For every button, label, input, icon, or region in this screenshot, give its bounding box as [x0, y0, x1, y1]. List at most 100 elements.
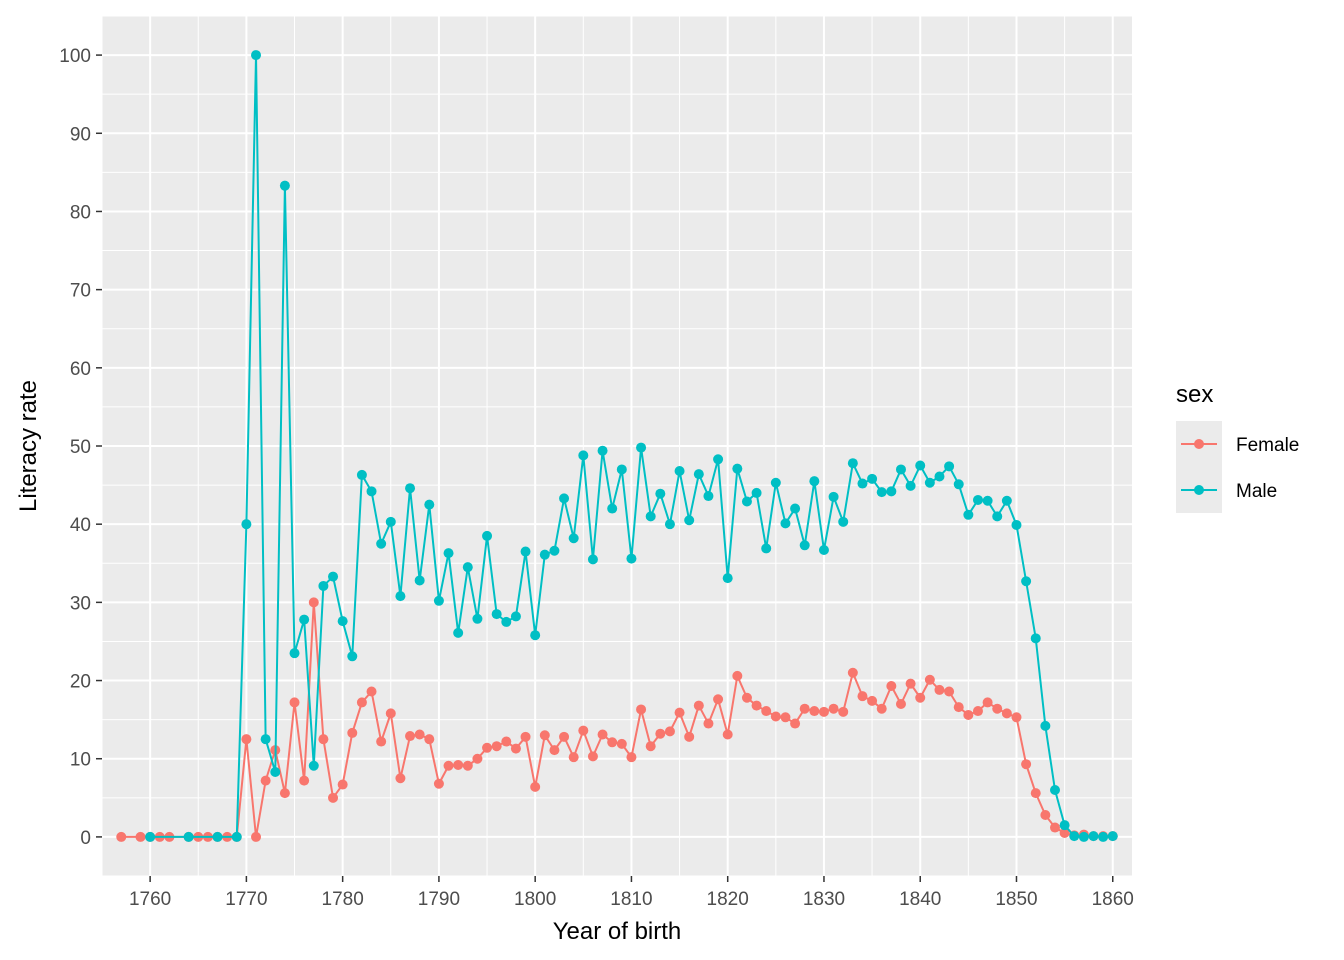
- y-tick-label: 10: [70, 750, 91, 771]
- female-point: [587, 751, 598, 762]
- male-point: [674, 466, 685, 477]
- x-axis: 1760 1770 1780 1790 1800 1810 1820 1830 1840 1850…: [129, 876, 1134, 910]
- female-point: [761, 706, 772, 717]
- male-point: [385, 516, 396, 527]
- male-point: [1078, 831, 1089, 842]
- male-point: [799, 540, 810, 551]
- male-point: [722, 573, 733, 584]
- female-point: [722, 729, 733, 740]
- female-point: [693, 700, 704, 711]
- x-axis-title: Year of birth: [553, 918, 682, 945]
- female-point: [424, 734, 435, 745]
- female-point: [578, 725, 589, 736]
- male-point: [972, 494, 983, 505]
- female-point: [876, 703, 887, 714]
- male-point: [578, 450, 589, 461]
- series-female: [116, 597, 1118, 842]
- female-point: [597, 729, 608, 740]
- male-point: [867, 473, 878, 484]
- male-point: [924, 477, 935, 488]
- female-point: [944, 686, 955, 697]
- female-point: [501, 736, 512, 747]
- female-point: [934, 684, 945, 695]
- male-point: [703, 491, 714, 502]
- female-point: [116, 831, 127, 842]
- male-point: [953, 479, 964, 490]
- male-point: [251, 50, 262, 61]
- male-point: [741, 496, 752, 507]
- y-tick-label: 30: [70, 593, 91, 614]
- y-axis: 0 10 20 30 40 50 60 70 80 90 100: [59, 46, 102, 849]
- female-point: [770, 711, 781, 722]
- male-point: [1088, 831, 1099, 842]
- male-point: [510, 611, 521, 622]
- female-point: [289, 697, 300, 708]
- male-point: [684, 515, 695, 526]
- x-tick-label: 1850: [995, 889, 1037, 910]
- female-point: [414, 729, 425, 740]
- male-point: [645, 511, 656, 522]
- male-point: [405, 483, 416, 494]
- female-point: [1040, 810, 1051, 821]
- male-point: [934, 471, 945, 482]
- legend-key-male-point: [1194, 485, 1204, 495]
- x-tick-label: 1780: [322, 889, 364, 910]
- legend: sex Female Male: [1176, 381, 1299, 513]
- male-point: [636, 442, 647, 453]
- female-point: [799, 703, 810, 714]
- female-point: [703, 718, 714, 729]
- female-point: [818, 706, 829, 717]
- male-point: [1069, 831, 1080, 842]
- female-point: [847, 667, 858, 678]
- female-point: [279, 788, 290, 799]
- male-point: [857, 478, 868, 489]
- y-tick-label: 80: [70, 202, 91, 223]
- female-point: [405, 731, 416, 742]
- female-point: [462, 760, 473, 771]
- female-point: [251, 831, 262, 842]
- female-point: [751, 700, 762, 711]
- female-point: [443, 760, 454, 771]
- female-point: [347, 727, 358, 738]
- male-point: [847, 458, 858, 469]
- female-point: [741, 692, 752, 703]
- female-point: [1001, 708, 1012, 719]
- female-point: [385, 708, 396, 719]
- female-point: [568, 752, 579, 763]
- male-point: [347, 651, 358, 662]
- legend-title: sex: [1176, 381, 1213, 408]
- y-axis-title: Literacy rate: [15, 380, 42, 512]
- male-point: [260, 734, 271, 745]
- male-point: [530, 630, 541, 641]
- male-point: [289, 648, 300, 659]
- female-point: [356, 697, 367, 708]
- female-point: [664, 726, 675, 737]
- male-point: [1001, 495, 1012, 506]
- female-point: [655, 728, 666, 739]
- y-tick-label: 40: [70, 515, 91, 536]
- male-point: [655, 488, 666, 499]
- x-tick-label: 1860: [1092, 889, 1134, 910]
- x-tick-label: 1810: [610, 889, 652, 910]
- male-point: [895, 464, 906, 475]
- female-point: [780, 712, 791, 723]
- female-point: [241, 734, 252, 745]
- female-point: [520, 731, 531, 742]
- male-point: [145, 831, 156, 842]
- male-point: [886, 486, 897, 497]
- male-point: [376, 538, 387, 549]
- male-point: [443, 548, 454, 559]
- male-point: [607, 503, 618, 514]
- male-point: [713, 454, 724, 465]
- series-layer: [116, 50, 1118, 842]
- major-gridlines: [102, 16, 1132, 876]
- y-tick-label: 60: [70, 359, 91, 380]
- male-point: [279, 180, 290, 191]
- x-tick-label: 1830: [803, 889, 845, 910]
- female-point: [953, 702, 964, 713]
- female-point: [376, 736, 387, 747]
- female-point: [982, 697, 993, 708]
- male-point: [770, 477, 781, 488]
- female-point: [510, 743, 521, 754]
- male-point: [328, 571, 339, 582]
